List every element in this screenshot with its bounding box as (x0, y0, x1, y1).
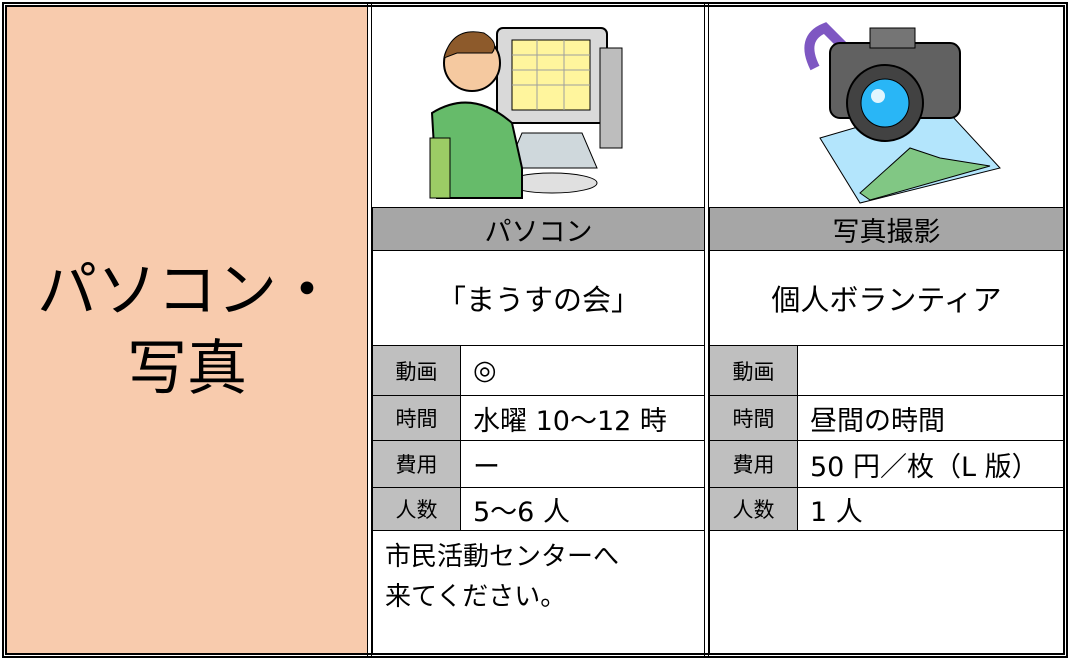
card-group: 個人ボランティア (709, 250, 1064, 346)
row-value: ◎ (460, 345, 705, 396)
camera-illustration (804, 22, 1001, 204)
category-line: 写真 (127, 334, 247, 404)
row-label: 時間 (709, 395, 798, 441)
row-label: 費用 (709, 440, 798, 488)
card-group: 「まうすの会」 (372, 250, 705, 346)
row-value: 1 人 (797, 487, 1064, 531)
row-label: 時間 (372, 395, 461, 441)
row-label: 費用 (372, 440, 461, 488)
category-cell: パソコン・ 写真 (7, 7, 367, 653)
row-label: 人数 (372, 487, 461, 531)
row-value: 水曜 10～12 時 (460, 395, 705, 441)
note-line: 来てください。 (385, 582, 567, 612)
row-value: 50 円／枚（L 版） (797, 440, 1064, 488)
row-label: 動画 (709, 345, 798, 396)
card-name: 写真撮影 (709, 207, 1064, 251)
column-divider (367, 2, 372, 658)
category-line: パソコン・ (37, 256, 337, 326)
row-value: ー (460, 440, 705, 488)
pc-illustration (429, 27, 623, 199)
card-note (709, 530, 1064, 654)
row-value: 昼間の時間 (797, 395, 1064, 441)
card-name: パソコン (372, 207, 705, 251)
row-value: 5～6 人 (460, 487, 705, 531)
row-label: 動画 (372, 345, 461, 396)
note-line: 市民活動センターへ (385, 542, 620, 572)
row-value (797, 345, 1064, 396)
card-note: 市民活動センターへ 来てください。 (372, 530, 705, 654)
row-label: 人数 (709, 487, 798, 531)
